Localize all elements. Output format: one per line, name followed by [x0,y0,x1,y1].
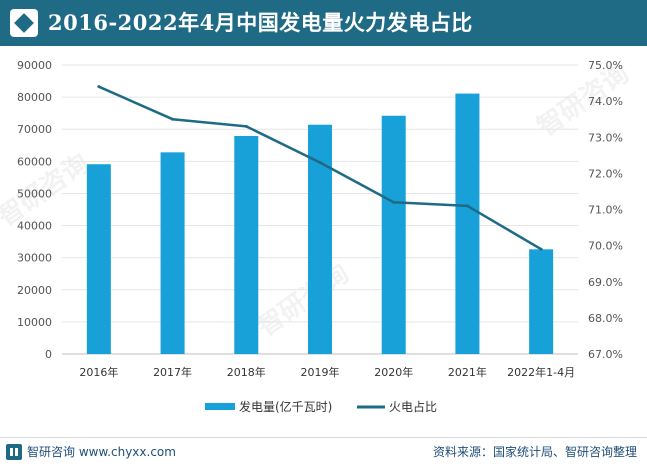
x-tick-label: 2017年 [153,365,192,379]
right-tick-label: 68.0% [588,312,623,325]
left-tick-label: 40000 [17,220,52,233]
right-tick-label: 70.0% [588,240,623,253]
bar [86,164,111,354]
bar [160,152,185,354]
left-tick-label: 60000 [17,155,52,168]
line-point [318,161,322,165]
footer-brand: 智研咨询 www.chyxx.com [27,438,176,466]
left-tick-label: 30000 [17,252,52,265]
bar [381,115,406,354]
x-tick-label: 2021年 [448,365,487,379]
left-tick-label: 80000 [17,91,52,104]
bar [234,135,259,354]
brand-logo-icon [6,444,22,460]
footer-source: 资料来源：国家统计局、智研咨询整理 [432,445,637,459]
x-tick-label: 2019年 [301,365,340,379]
line-point [171,117,175,121]
line-point [465,204,469,208]
bar-series [86,93,554,354]
line-point [539,247,543,251]
right-axis: 67.0% 68.0% 69.0% 70.0% 71.0% 72.0% 73.0% 74.0%… [588,59,623,361]
line-point [97,85,101,89]
right-tick-label: 67.0% [588,348,623,361]
left-tick-label: 90000 [17,59,52,72]
right-tick-label: 74.0% [588,95,623,108]
bar [529,249,554,354]
right-tick-label: 72.0% [588,167,623,180]
x-tick-label: 2018年 [227,365,266,379]
legend: 发电量(亿千瓦时) 火电占比 [205,399,437,414]
right-tick-label: 71.0% [588,204,623,217]
x-axis: 2016年 2017年 2018年 2019年 2020年 2021年 2022年1-4月 [79,365,575,379]
chart-area: 0 10000 20000 30000 40000 50000 60000 70000 8000… [17,59,623,414]
right-tick-label: 73.0% [588,131,623,144]
left-tick-label: 20000 [17,284,52,297]
left-axis: 0 10000 20000 30000 40000 50000 60000 70000 8000… [17,59,52,361]
left-tick-label: 70000 [17,123,52,136]
right-tick-label: 69.0% [588,276,623,289]
left-tick-label: 10000 [17,316,52,329]
line-point [392,200,396,204]
legend-bar-swatch [205,403,235,410]
legend-bar-label: 发电量(亿千瓦时) [239,399,332,414]
left-tick-label: 50000 [17,187,52,200]
left-tick-label: 0 [45,348,52,361]
footer: 智研咨询 www.chyxx.com 资料来源：国家统计局、智研咨询整理 [0,437,647,466]
line-point [244,124,248,128]
footer-website[interactable]: www.chyxx.com [78,445,176,459]
x-tick-label: 2016年 [79,365,118,379]
chart-logo-icon [10,9,38,37]
line-series [97,85,543,251]
title-bar: 2016-2022年4月中国发电量火力发电占比 [0,0,647,46]
legend-line-label: 火电占比 [389,399,437,414]
chart-title: 2016-2022年4月中国发电量火力发电占比 [48,10,473,35]
x-tick-label: 2022年1-4月 [507,365,575,379]
bar [455,93,480,354]
footer-brand-name: 智研咨询 [27,445,76,459]
right-tick-label: 75.0% [588,59,623,72]
x-tick-label: 2020年 [374,365,413,379]
